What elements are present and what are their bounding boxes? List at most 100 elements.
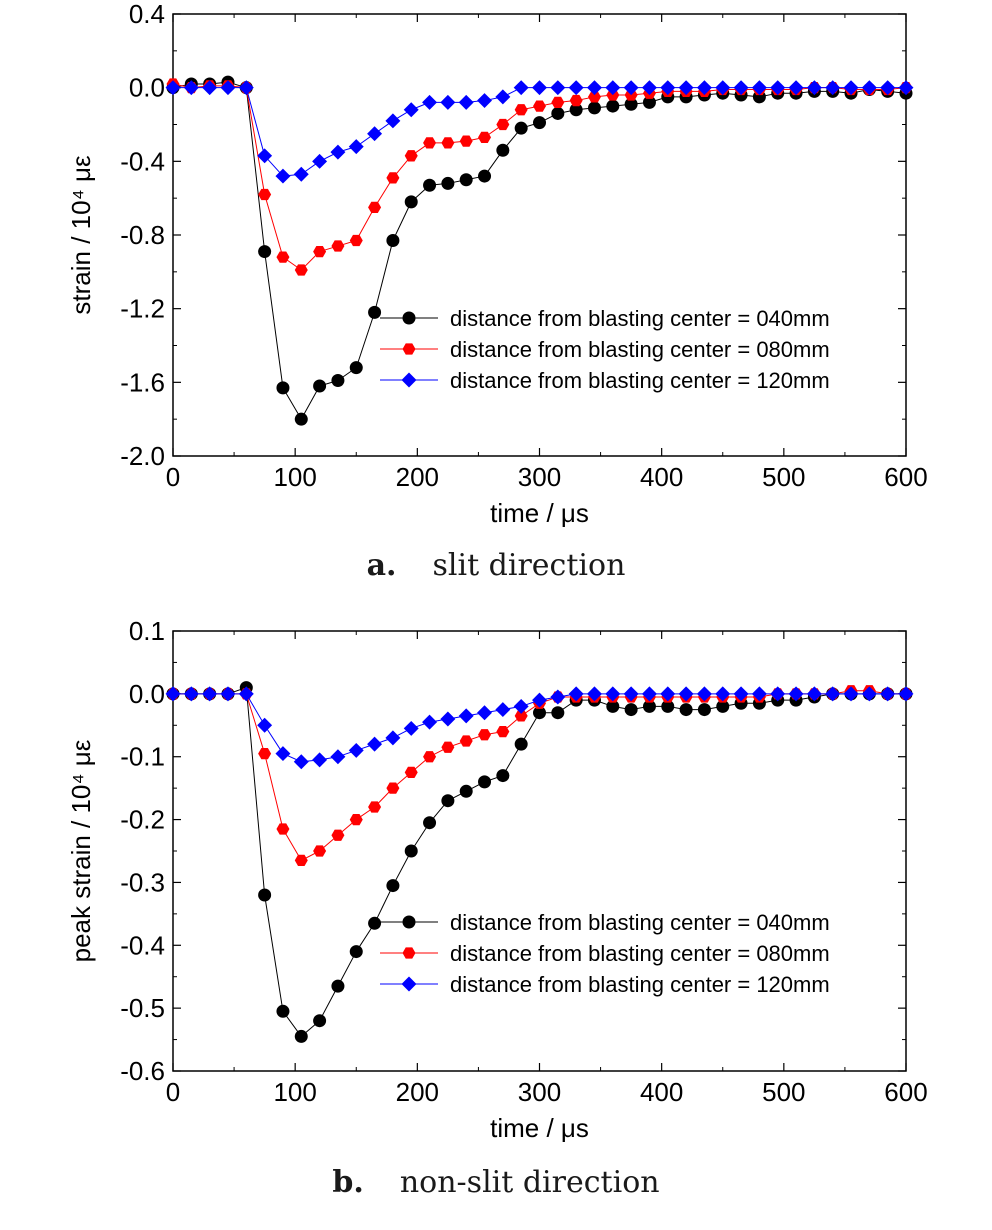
data-point-b-2 (257, 717, 273, 733)
data-point-a-0 (331, 373, 345, 387)
data-point-b-2 (495, 702, 511, 718)
legend-text-a-1: distance from blasting center = 080mm (450, 337, 830, 362)
x-tick-label-a: 300 (518, 462, 561, 492)
data-point-b-1 (423, 751, 437, 763)
data-point-b-1 (386, 782, 400, 794)
data-point-b-0 (294, 1029, 308, 1043)
data-point-b-0 (258, 888, 272, 902)
chart-b: 0 100 200 300 400 500 600 0.1 0.0 -0.1 -0.2 -0.3 -0.… (66, 616, 928, 1143)
chart-panel-a: 0 100 200 300 400 500 600 0.4 0.0 -0.4 -0.8 -1.2 -1.… (0, 0, 992, 600)
data-point-a-2 (550, 80, 566, 96)
data-point-b-1 (368, 801, 382, 813)
data-point-a-0 (587, 101, 601, 115)
data-point-b-0 (331, 979, 345, 993)
data-point-b-1 (276, 823, 290, 835)
x-tick-label-a: 200 (396, 462, 439, 492)
legend-marker-b-2 (401, 976, 417, 992)
legend-text-b-0: distance from blasting center = 040mm (450, 910, 830, 935)
data-point-a-0 (642, 95, 656, 109)
data-point-b-0 (716, 699, 730, 713)
x-tick-label-b: 400 (640, 1077, 683, 1107)
data-point-b-0 (423, 816, 437, 830)
data-point-a-2 (898, 80, 914, 96)
data-point-a-2 (733, 80, 749, 96)
data-point-a-1 (514, 104, 528, 116)
data-point-b-2 (403, 720, 419, 736)
data-point-a-0 (459, 173, 473, 187)
data-point-a-2 (220, 80, 236, 96)
data-point-a-1 (313, 245, 327, 258)
data-point-a-1 (478, 131, 492, 144)
data-point-a-2 (806, 80, 822, 96)
caption-a-label: a. (366, 548, 397, 583)
data-point-a-0 (404, 195, 418, 209)
caption-b: b. non-slit direction (0, 1165, 992, 1200)
data-point-a-1 (404, 150, 418, 162)
data-point-a-2 (678, 80, 694, 96)
legend-marker-a-2 (401, 372, 417, 388)
data-point-a-2 (861, 80, 877, 96)
data-point-a-1 (551, 96, 565, 109)
data-point-a-2 (165, 80, 181, 96)
data-point-a-2 (843, 80, 859, 96)
chart-panel-b: 0 100 200 300 400 500 600 0.1 0.0 -0.1 -0.2 -0.3 -0.… (0, 600, 992, 1230)
data-point-a-2 (825, 80, 841, 96)
data-point-b-0 (368, 916, 382, 930)
data-point-a-2 (696, 80, 712, 96)
data-point-a-2 (422, 94, 438, 110)
data-point-b-1 (514, 710, 528, 722)
data-point-a-1 (386, 172, 400, 184)
data-point-a-2 (880, 80, 896, 96)
y-tick-label-a: -1.6 (120, 367, 165, 397)
data-point-a-2 (495, 89, 511, 105)
data-point-a-2 (532, 80, 547, 96)
data-point-b-2 (165, 686, 181, 702)
data-point-b-1 (459, 735, 473, 747)
x-tick-label-b: 600 (884, 1077, 927, 1107)
data-point-a-2 (605, 80, 621, 96)
data-point-a-2 (293, 166, 309, 182)
data-point-a-0 (478, 169, 492, 183)
y-tick-label-a: 0.4 (129, 0, 165, 29)
data-point-a-0 (569, 103, 583, 117)
x-tick-label-a: 600 (884, 462, 927, 492)
data-point-b-0 (404, 844, 418, 858)
y-tick-label-a: 0.0 (129, 73, 165, 103)
x-tick-label-a: 400 (640, 462, 683, 492)
data-point-b-0 (313, 1014, 327, 1028)
legend-text-a-0: distance from blasting center = 040mm (450, 306, 830, 331)
x-tick-label-a: 100 (273, 462, 316, 492)
data-point-b-1 (404, 766, 418, 779)
x-tick-label-a: 500 (762, 462, 805, 492)
data-point-b-0 (496, 769, 510, 783)
data-point-b-0 (679, 703, 693, 717)
data-point-a-1 (258, 188, 272, 201)
data-point-a-0 (258, 245, 272, 259)
data-point-a-0 (423, 178, 437, 192)
data-point-b-0 (478, 775, 492, 789)
data-point-a-2 (440, 94, 456, 110)
data-point-a-2 (257, 148, 273, 164)
series-a-2 (165, 80, 914, 184)
data-point-b-0 (606, 699, 620, 713)
y-axis-title-b: peak strain / 10⁴ με (66, 739, 96, 962)
data-point-a-0 (551, 106, 565, 120)
data-point-a-0 (533, 116, 546, 130)
data-point-a-2 (751, 80, 767, 96)
data-point-a-2 (275, 168, 291, 184)
data-point-a-2 (202, 80, 218, 96)
data-point-a-1 (331, 240, 345, 252)
data-point-b-0 (276, 1004, 290, 1018)
data-point-a-0 (368, 305, 382, 319)
data-point-a-1 (349, 234, 363, 247)
data-point-a-0 (294, 412, 308, 426)
data-point-a-0 (624, 97, 638, 111)
data-point-a-2 (385, 113, 401, 129)
legend-text-b-1: distance from blasting center = 080mm (450, 941, 830, 966)
data-point-a-2 (312, 153, 328, 169)
data-point-b-2 (367, 736, 383, 752)
data-point-a-2 (183, 80, 199, 96)
data-point-a-2 (715, 80, 731, 96)
x-axis-title-b: time / μs (490, 1113, 589, 1143)
data-point-a-2 (458, 94, 474, 110)
